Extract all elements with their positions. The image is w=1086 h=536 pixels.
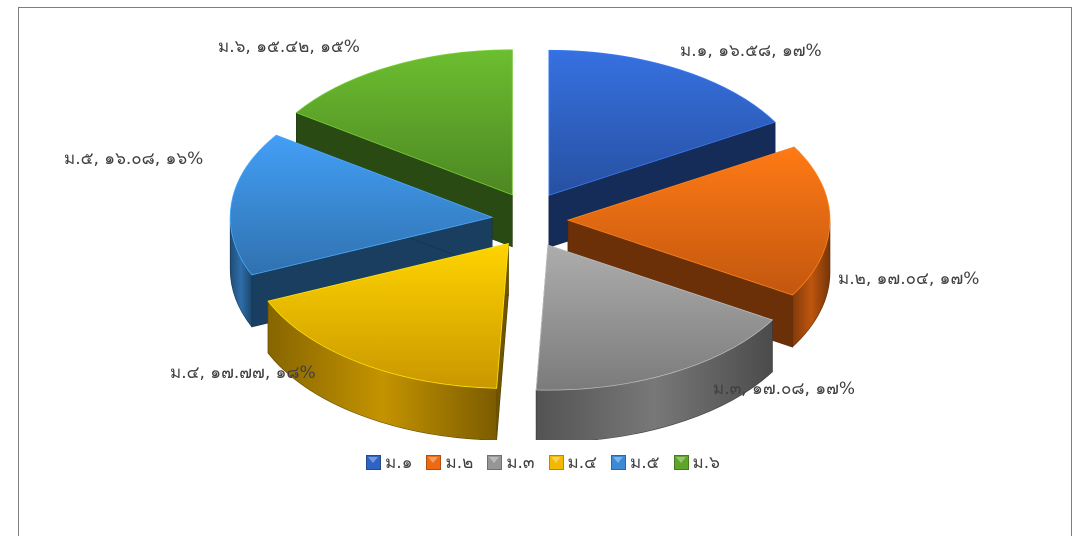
pie-chart: ม.๑, ๑๖.๕๘, ๑๗% ม.๒, ๑๗.๐๔, ๑๗% ม.๓, ๑๗.๐๘… [64, 37, 979, 440]
legend-swatch-4 [548, 455, 564, 470]
legend-label-6: ม.๖ [692, 453, 720, 473]
chart-area [18, 7, 1072, 536]
legend-swatch-3 [487, 455, 503, 470]
data-label-4: ม.๔, ๑๗.๗๗, ๑๘% [170, 363, 316, 383]
legend-label-5: ม.๕ [630, 453, 660, 473]
legend-swatch-6 [673, 455, 689, 470]
legend-swatch-2 [426, 455, 442, 470]
chart-legend: ม.๑ ม.๒ ม.๓ ม.๔ ม.๕ ม.๖ [0, 449, 1086, 476]
pie-slice-3 [535, 244, 774, 440]
data-label-2: ม.๒, ๑๗.๐๔, ๑๗% [838, 269, 979, 289]
data-label-5: ม.๕, ๑๖.๐๘, ๑๖% [64, 149, 203, 169]
legend-item-1: ม.๑ [366, 449, 412, 476]
legend-item-3: ม.๓ [487, 449, 535, 476]
legend-label-3: ม.๓ [506, 453, 535, 473]
pie-slice-4 [267, 242, 509, 440]
legend-swatch-1 [366, 455, 382, 470]
legend-label-2: ม.๒ [445, 453, 474, 473]
legend-item-4: ม.๔ [548, 449, 598, 476]
data-label-3: ม.๓, ๑๗.๐๘, ๑๗% [713, 379, 855, 399]
legend-label-4: ม.๔ [567, 453, 598, 473]
legend-label-1: ม.๑ [385, 453, 413, 473]
legend-item-2: ม.๒ [426, 449, 473, 476]
data-label-6: ม.๖, ๑๕.๔๒, ๑๕% [218, 37, 360, 57]
legend-item-6: ม.๖ [673, 449, 720, 476]
data-label-1: ม.๑, ๑๖.๕๘, ๑๗% [680, 41, 822, 61]
legend-swatch-5 [611, 455, 627, 470]
legend-item-5: ม.๕ [611, 449, 660, 476]
